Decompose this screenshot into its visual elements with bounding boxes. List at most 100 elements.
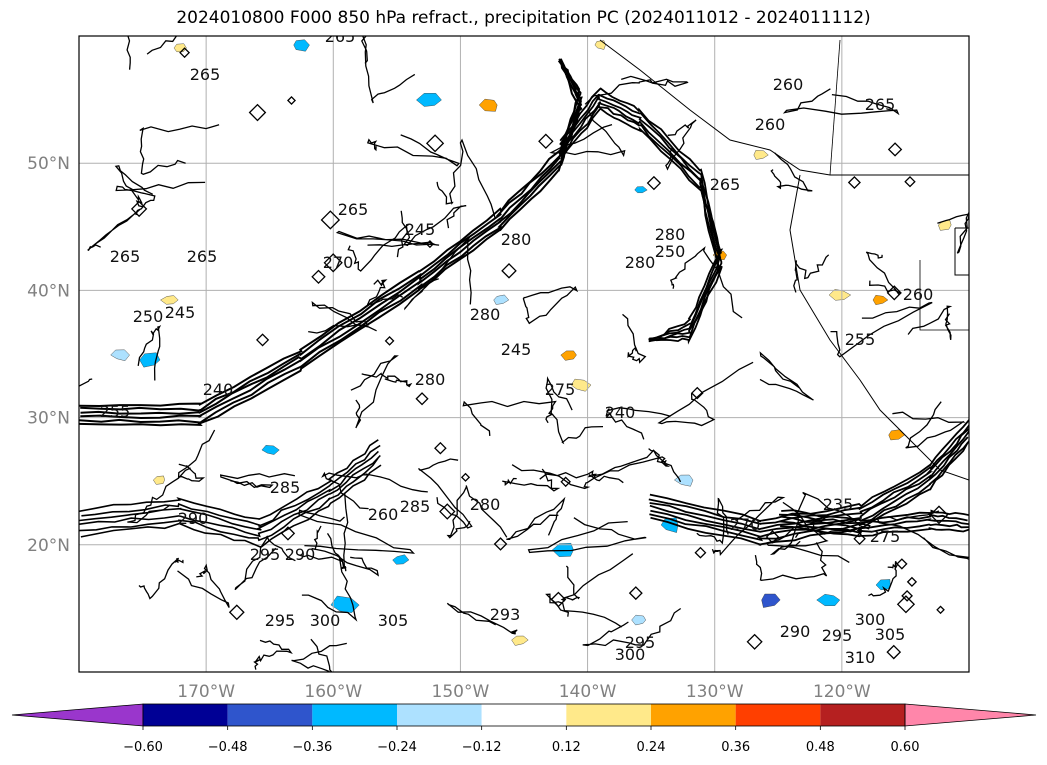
contour-label: 270 [323, 253, 354, 272]
colorbar-tick-label: −0.12 [462, 740, 502, 755]
contour-line [769, 501, 829, 556]
colorbar-frame [142, 703, 906, 727]
contour-label: 250 [133, 307, 164, 326]
contour-label: 280 [415, 370, 446, 389]
precip-patch [872, 294, 889, 306]
precip-patch [160, 295, 179, 305]
contour-line [506, 496, 566, 541]
contour-cell [853, 532, 866, 546]
contour-label: 265 [110, 247, 141, 266]
contour-line [649, 427, 969, 531]
contour-line [137, 324, 162, 381]
contour-line [780, 525, 969, 538]
lon-tick-label: 150°W [432, 682, 490, 702]
contour-cell [929, 505, 949, 525]
contour-cell [323, 253, 343, 273]
precip-patch [875, 579, 891, 591]
contour-line [446, 485, 508, 539]
precip-patch [753, 149, 769, 160]
contour-cell [228, 604, 245, 621]
contour-line [291, 638, 347, 672]
contour-line [79, 58, 583, 424]
contour-line [669, 246, 743, 319]
contour-cell [320, 210, 341, 230]
contour-cell [538, 133, 554, 150]
lat-tick-label: 20°N [27, 536, 70, 556]
contour-cell [439, 503, 456, 520]
contour-cell [415, 392, 429, 406]
contour-line [778, 513, 968, 525]
contour-cell [906, 576, 918, 587]
contour-line [234, 535, 296, 591]
precip-patch [110, 349, 130, 362]
colorbar-tick-label: 0.48 [806, 740, 835, 755]
contour-line [587, 449, 682, 484]
precip-patch [261, 445, 280, 455]
contour-cell [501, 263, 517, 279]
contour-line [418, 458, 473, 529]
colorbar-bin [312, 704, 397, 726]
contour-label: 305 [378, 611, 409, 630]
precip-patch [828, 288, 852, 301]
contour-line [511, 464, 597, 490]
contour-line [347, 223, 409, 272]
lat-tick-label: 40°N [27, 281, 70, 301]
contour-line [560, 107, 723, 345]
coastline-us-mexico [789, 174, 969, 481]
contour-line [126, 36, 178, 70]
contour-line [549, 112, 626, 158]
contour-line [361, 36, 416, 104]
border-line [829, 39, 841, 176]
contour-line [560, 101, 723, 340]
contour-line [79, 454, 381, 538]
colorbar-bin [227, 704, 313, 726]
colorbar-tick-label: 0.36 [721, 740, 750, 755]
contour-line [80, 60, 582, 412]
contour-line [446, 602, 518, 635]
contour-line [560, 93, 722, 340]
contour-line [311, 525, 380, 577]
contour-line [335, 230, 440, 248]
contour-cell [887, 142, 903, 157]
contour-line [502, 468, 561, 492]
contour-cell [646, 175, 662, 191]
precip-patch [570, 378, 592, 392]
contour-line [759, 351, 814, 401]
contour-line [219, 473, 296, 489]
contour-cell [425, 240, 434, 249]
axis-labels: 50°N 40°N 30°N 20°N 170°W 160°W 150°W 140°W 130°… [27, 154, 871, 702]
contour-label: 290 [285, 545, 316, 564]
colorbar-bin [735, 704, 821, 726]
colorbar-bin [397, 704, 482, 726]
precip-patch [594, 40, 606, 50]
contour-line [754, 542, 828, 581]
contour-label: 280 [470, 305, 501, 324]
contour-label: 275 [545, 380, 576, 399]
contour-line [545, 593, 623, 628]
contour-line [462, 400, 557, 436]
contour-label: 265 [325, 27, 356, 46]
contour-line [793, 254, 830, 293]
contour-label: 240 [203, 380, 234, 399]
colorbar-extend-high [904, 703, 1037, 727]
contour-line [366, 134, 460, 167]
contour-line [868, 561, 898, 597]
colorbar-bin [481, 704, 567, 726]
coastline [599, 39, 969, 481]
contour-cell [765, 530, 780, 544]
contour-cell [896, 595, 916, 614]
contour-cell [847, 175, 861, 190]
contour-cell [460, 472, 471, 482]
contour-label: 265 [190, 65, 221, 84]
colorbar-tick-label: −0.36 [292, 740, 332, 755]
contour-cell [280, 526, 296, 541]
contour-line [782, 88, 900, 116]
contour-line [770, 152, 813, 192]
precip-patch [293, 39, 310, 52]
precip-patch [888, 429, 905, 441]
colorbar-bin [651, 704, 736, 726]
contour-line [79, 439, 379, 521]
contour-line [527, 517, 647, 554]
precip-patch [551, 542, 574, 557]
